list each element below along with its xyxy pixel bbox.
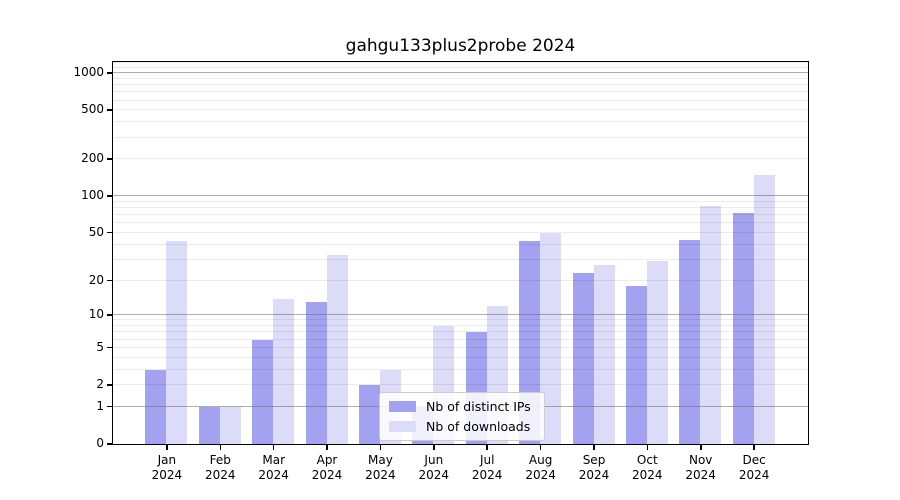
x-axis-tick-label-may: May 2024 [365, 453, 396, 482]
x-axis-tick-mark-feb [219, 445, 221, 450]
gridline-90 [113, 200, 808, 202]
y-axis-tick-mark-0 [107, 443, 112, 445]
x-axis-tick-mark-jun [433, 445, 435, 450]
legend-label-downloads: Nb of downloads [426, 419, 531, 434]
y-axis-tick-label-500: 500 [81, 102, 104, 117]
gridline-1000 [113, 72, 808, 74]
y-axis-tick-label-10: 10 [88, 307, 104, 322]
x-axis-tick-mark-sep [593, 445, 595, 450]
bar-jan-downloads [166, 240, 188, 444]
x-axis-tick-mark-apr [326, 445, 328, 450]
legend: Nb of distinct IPs Nb of downloads [379, 392, 545, 441]
x-axis-tick-mark-oct [646, 445, 649, 450]
x-axis-tick-mark-jan [166, 445, 168, 450]
bar-dec-ips [732, 213, 754, 444]
y-axis-tick-mark-20 [107, 279, 112, 282]
x-axis-tick-mark-dec [753, 445, 755, 450]
legend-swatch-distinct-ips [389, 401, 416, 412]
x-axis-tick-label-feb: Feb 2024 [205, 453, 236, 482]
gridline-400 [113, 121, 808, 123]
gridline-500 [113, 109, 808, 111]
y-axis-tick-label-0: 0 [96, 436, 104, 450]
y-axis-tick-label-50: 50 [88, 224, 104, 239]
bar-may-ips [358, 385, 380, 444]
gridline-600 [113, 99, 808, 101]
y-axis-tick-label-1000: 1000 [73, 65, 104, 80]
bar-aug-downloads [540, 232, 562, 444]
x-axis-tick-label-nov: Nov 2024 [685, 453, 716, 482]
bar-sep-downloads [593, 265, 615, 444]
y-axis-tick-mark-1000 [107, 72, 112, 74]
chart-title: gahgu133plus2probe 2024 [345, 36, 576, 56]
x-axis-tick-label-jan: Jan 2024 [151, 453, 183, 482]
y-axis-tick-label-1: 1 [96, 398, 104, 413]
y-axis-tick-mark-200 [107, 158, 112, 160]
bar-apr-ips [305, 302, 327, 444]
gridline-1200 [113, 62, 808, 64]
y-axis-tick-label-5: 5 [96, 339, 104, 354]
bar-feb-ips [198, 406, 220, 444]
gridline-900 [113, 77, 808, 79]
legend-item-distinct-ips: Nb of distinct IPs [389, 399, 535, 414]
x-axis-tick-label-mar: Mar 2024 [258, 453, 289, 482]
legend-label-distinct-ips: Nb of distinct IPs [426, 399, 531, 414]
bar-nov-downloads [700, 206, 722, 444]
bar-mar-downloads [273, 298, 295, 444]
bar-nov-ips [679, 239, 701, 444]
y-axis-tick-mark-2 [107, 384, 112, 386]
bar-apr-downloads [326, 254, 348, 444]
gridline-100 [113, 195, 808, 197]
legend-swatch-downloads [389, 421, 416, 432]
bar-oct-downloads [646, 261, 668, 444]
y-axis-tick-label-20: 20 [88, 272, 104, 287]
y-axis-tick-mark-500 [107, 109, 112, 111]
x-axis-tick-label-oct: Oct 2024 [632, 453, 663, 482]
y-axis-tick-mark-10 [107, 314, 112, 316]
x-axis-tick-label-jun: Jun 2024 [418, 453, 450, 482]
gridline-700 [113, 91, 808, 93]
x-axis-tick-label-jul: Jul 2024 [471, 453, 503, 482]
x-axis-tick-mark-aug [539, 445, 542, 450]
y-axis-tick-label-200: 200 [81, 151, 104, 166]
y-axis-tick-mark-5 [107, 346, 112, 349]
x-axis-tick-mark-may [379, 445, 382, 450]
bar-jan-ips [145, 369, 167, 444]
bar-mar-ips [252, 339, 274, 444]
x-axis-tick-mark-nov [700, 445, 702, 450]
legend-item-downloads: Nb of downloads [389, 419, 535, 434]
bar-feb-downloads [219, 406, 241, 444]
gridline-1100 [113, 67, 808, 68]
bar-oct-ips [625, 285, 647, 444]
y-axis-tick-mark-50 [107, 231, 112, 234]
gridline-200 [113, 158, 808, 160]
x-axis-tick-mark-jul [486, 445, 488, 450]
y-axis-tick-mark-100 [107, 195, 112, 197]
x-axis-tick-mark-mar [272, 445, 275, 450]
y-axis-tick-mark-1 [107, 405, 112, 408]
gridline-800 [113, 84, 808, 86]
bar-dec-downloads [753, 174, 775, 444]
y-axis-tick-label-100: 100 [81, 188, 104, 203]
x-axis-tick-label-apr: Apr 2024 [311, 453, 343, 482]
x-axis-tick-label-aug: Aug 2024 [525, 453, 556, 482]
gridline-300 [113, 136, 808, 138]
plot-area: Nb of distinct IPs Nb of downloads [112, 61, 809, 445]
x-axis-tick-label-sep: Sep 2024 [578, 453, 610, 482]
x-axis-tick-label-dec: Dec 2024 [738, 453, 770, 482]
bar-sep-ips [572, 273, 594, 444]
y-axis-tick-label-2: 2 [96, 377, 104, 391]
